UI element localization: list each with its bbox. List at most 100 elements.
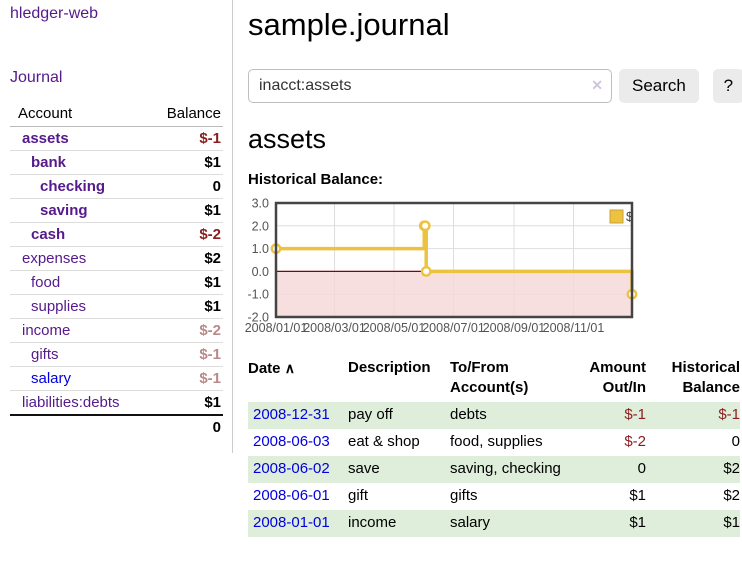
balance-column-header: Balance (145, 102, 223, 127)
data-point (420, 266, 432, 277)
account-balance: $-2 (145, 222, 223, 247)
brand-link[interactable]: hledger-web (10, 5, 99, 22)
search-button[interactable]: Search (619, 69, 699, 103)
search-box: ✕ (248, 69, 612, 103)
help-button[interactable]: ? (712, 69, 742, 103)
account-link[interactable]: cash (31, 226, 66, 243)
transaction-accounts: debts (450, 406, 487, 423)
account-link[interactable]: food (31, 274, 61, 291)
transaction-row: 2008-01-01 income salary $1 $1 (248, 510, 740, 537)
chart-title: Historical Balance: (248, 171, 384, 188)
transaction-date-link[interactable]: 2008-12-31 (253, 406, 330, 423)
transaction-row: 2008-06-03 eat & shop food, supplies $-2 0 (248, 429, 740, 456)
account-column-header: Account (10, 102, 146, 127)
account-rows: assets $-1 bank $1 checking 0 saving $1 cash $-2 e… (10, 127, 223, 415)
account-row: cash $-2 (10, 222, 223, 247)
transaction-balance: $-1 (718, 406, 740, 423)
account-row: salary $-1 (10, 366, 223, 391)
account-balance: 0 (145, 174, 223, 199)
data-point (419, 220, 431, 232)
sidebar-account-table: Account Balance assets $-1 bank $1 checking 0… (10, 102, 223, 439)
svg-text:-1.0: -1.0 (247, 288, 269, 302)
transaction-description: save (348, 460, 380, 477)
account-balance: $-1 (145, 342, 223, 367)
account-row: food $1 (10, 270, 223, 295)
transaction-date-link[interactable]: 2008-01-01 (253, 514, 330, 531)
svg-text:2.0: 2.0 (252, 219, 269, 233)
transaction-balance: $1 (723, 514, 740, 531)
main-content: sample.journal ✕ Search ? assets Histori… (233, 0, 742, 537)
search-input[interactable] (248, 69, 612, 103)
transaction-accounts: food, supplies (450, 433, 543, 450)
brand: hledger-web (10, 5, 223, 23)
svg-text:2008/01/01: 2008/01/01 (245, 321, 308, 335)
transaction-description: gift (348, 487, 369, 504)
hledger-web-app: hledger-web Journal Account Balance asse… (0, 0, 742, 537)
svg-text:2008/03/01: 2008/03/01 (303, 321, 366, 335)
transaction-amount: 0 (637, 460, 646, 477)
transaction-description: eat & shop (348, 433, 420, 450)
transaction-date-link[interactable]: 2008-06-03 (253, 433, 330, 450)
account-link[interactable]: gifts (31, 346, 59, 363)
account-link[interactable]: liabilities:debts (22, 394, 120, 411)
account-balance: $1 (145, 198, 223, 223)
account-link[interactable]: checking (40, 178, 106, 195)
chart-legend: $ (609, 209, 634, 224)
amount-column-header: Amount Out/In (589, 359, 646, 396)
clear-search-icon[interactable]: ✕ (591, 77, 603, 93)
transaction-description: pay off (348, 406, 393, 423)
account-link[interactable]: saving (40, 202, 88, 219)
account-row: income $-2 (10, 318, 223, 343)
account-link[interactable]: assets (22, 130, 69, 147)
historical-balance-column-header: Historical Balance (671, 359, 740, 396)
account-heading: assets (248, 124, 327, 154)
transaction-amount: $1 (629, 514, 646, 531)
sidebar: hledger-web Journal Account Balance asse… (0, 0, 233, 453)
legend-label: $ (626, 209, 634, 224)
chart-canvas: $3.0 2.0 1.0 0.0 -1.0 -2.02008/01/012008/03/0… (245, 197, 638, 335)
transaction-accounts: saving, checking (450, 460, 561, 477)
total-row: 0 (10, 414, 223, 439)
total-balance: 0 (145, 414, 223, 439)
historical-balance-chart: $3.0 2.0 1.0 0.0 -1.0 -2.0 2008/01/01 2008/03/0… (242, 197, 742, 341)
svg-text:2008/11/01: 2008/11/01 (543, 321, 605, 335)
account-link[interactable]: bank (31, 154, 67, 171)
account-row: liabilities:debts $1 (10, 390, 223, 415)
account-balance: $2 (145, 246, 223, 271)
transaction-row: 2008-06-01 gift gifts $1 $2 (248, 483, 740, 510)
transaction-date-link[interactable]: 2008-06-02 (253, 460, 330, 477)
account-row: checking 0 (10, 174, 223, 199)
account-balance: $1 (145, 270, 223, 295)
svg-text:2008/05/01: 2008/05/01 (363, 321, 426, 335)
transaction-row: 2008-06-02 save saving, checking 0 $2 (248, 456, 740, 483)
transaction-amount: $1 (629, 487, 646, 504)
transaction-date-link[interactable]: 2008-06-01 (253, 487, 330, 504)
date-header-label: Date (248, 360, 281, 377)
account-row: saving $1 (10, 198, 223, 223)
account-balance: $-1 (145, 366, 223, 391)
svg-text:-2.0: -2.0 (247, 311, 269, 325)
account-link[interactable]: expenses (22, 250, 87, 267)
transactions-header-row: Date ∧ Description To/From Account(s) Am… (248, 356, 740, 402)
search-bar: ✕ Search ? (248, 69, 742, 103)
transaction-amount: $-2 (624, 433, 646, 450)
sidebar-nav: Journal (10, 69, 223, 87)
transaction-accounts: salary (450, 514, 491, 531)
account-row: gifts $-1 (10, 342, 223, 367)
transaction-rows: 2008-12-31 pay off debts $-1 $-1 2008-06-03 ea… (248, 402, 740, 537)
sidebar-item-journal[interactable]: Journal (10, 69, 63, 86)
transactions-table: Date ∧ Description To/From Account(s) Am… (248, 356, 740, 537)
svg-text:2008/07/01: 2008/07/01 (422, 321, 485, 335)
date-column-header[interactable]: Date ∧ (248, 356, 348, 402)
transaction-amount: $-1 (624, 406, 646, 423)
account-link[interactable]: income (22, 322, 71, 339)
account-link[interactable]: supplies (31, 298, 87, 315)
transaction-description: income (348, 514, 397, 531)
sort-ascending-icon: ∧ (284, 360, 295, 376)
svg-text:1.0: 1.0 (252, 242, 269, 256)
page-title: sample.journal (248, 7, 450, 42)
negative-region (276, 271, 632, 317)
account-link[interactable]: salary (31, 370, 72, 387)
account-balance: $-1 (199, 130, 221, 147)
account-row: assets $-1 (10, 127, 223, 151)
